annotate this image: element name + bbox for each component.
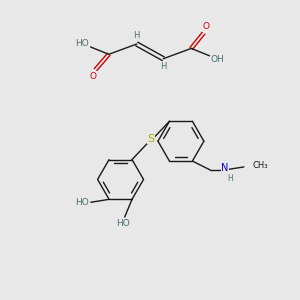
Text: HO: HO (75, 198, 88, 207)
Text: CH₃: CH₃ (252, 161, 268, 170)
Text: H: H (160, 62, 167, 71)
Text: O: O (202, 22, 209, 31)
Text: OH: OH (211, 55, 225, 64)
Text: H: H (227, 174, 233, 183)
Text: HO: HO (116, 219, 130, 228)
Text: HO: HO (75, 39, 89, 48)
Text: H: H (134, 31, 140, 40)
Text: S: S (147, 134, 154, 144)
Text: O: O (90, 72, 97, 81)
Text: N: N (221, 164, 229, 173)
